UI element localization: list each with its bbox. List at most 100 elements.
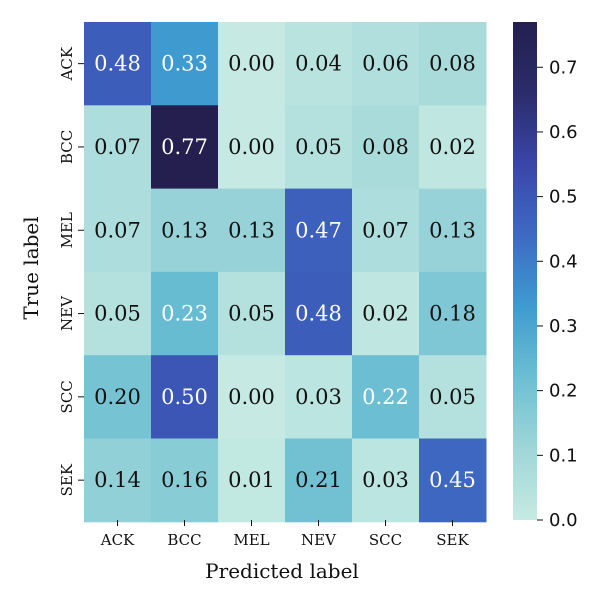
heatmap-cell — [151, 22, 219, 106]
colorbar-tick-label: 0.6 — [549, 122, 578, 143]
heatmap-cell — [84, 22, 152, 106]
cell-value-label: 0.13 — [161, 218, 208, 242]
cell-value-label: 0.06 — [362, 52, 409, 76]
heatmap-cell — [84, 188, 152, 273]
x-tick-label: BCC — [167, 531, 201, 549]
y-tick-label: SCC — [58, 380, 76, 413]
cell-value-label: 0.13 — [429, 218, 476, 242]
cell-value-label: 0.18 — [429, 302, 476, 326]
heatmap-cell — [419, 438, 487, 523]
heatmap-cell-labels: 0.48 0.33 0.00 0.04 0.06 0.08 0.07 0.77 0.00 0.05… — [94, 52, 476, 492]
heatmap-cell — [285, 355, 353, 439]
cell-value-label: 0.14 — [94, 468, 141, 492]
y-tick-label: MEL — [58, 212, 76, 248]
heatmap-cell — [218, 105, 286, 190]
heatmap-cell — [352, 355, 420, 439]
heatmap-cell — [419, 22, 487, 106]
heatmap-cell — [285, 105, 353, 190]
y-axis-title: True label — [19, 216, 43, 319]
heatmap-cell — [419, 355, 487, 439]
colorbar-tick-label: 0.1 — [549, 445, 578, 466]
cell-value-label: 0.05 — [429, 385, 476, 409]
cell-value-label: 0.20 — [94, 385, 141, 409]
heatmap-cell — [419, 105, 487, 190]
x-tick-label: MEL — [233, 531, 269, 549]
heatmap-cell — [84, 438, 152, 523]
cell-value-label: 0.07 — [94, 135, 141, 159]
colorbar-tick-label: 0.4 — [549, 251, 578, 272]
cell-value-label: 0.13 — [228, 218, 275, 242]
cell-value-label: 0.03 — [295, 385, 342, 409]
heatmap-cell — [285, 438, 353, 523]
heatmap-cells — [84, 22, 487, 523]
colorbar-tick-label: 0.2 — [549, 381, 578, 402]
colorbar — [513, 22, 537, 520]
cell-value-label: 0.07 — [362, 218, 409, 242]
colorbar-tick-label: 0.7 — [549, 57, 578, 78]
colorbar-tick-label: 0.5 — [549, 187, 578, 208]
colorbar-ticks: 0.0 0.1 0.2 0.3 0.4 0.5 0.6 0.7 — [537, 57, 578, 531]
cell-value-label: 0.03 — [362, 468, 409, 492]
heatmap-cell — [218, 438, 286, 523]
heatmap-cell — [84, 355, 152, 439]
cell-value-label: 0.01 — [228, 468, 275, 492]
y-tick-label: SEK — [58, 463, 76, 496]
cell-value-label: 0.00 — [228, 135, 275, 159]
heatmap-cell — [218, 355, 286, 439]
cell-value-label: 0.08 — [362, 135, 409, 159]
cell-value-label: 0.08 — [429, 52, 476, 76]
x-tick-label: NEV — [301, 531, 337, 549]
heatmap-cell — [84, 105, 152, 190]
cell-value-label: 0.50 — [161, 385, 208, 409]
heatmap-cell — [285, 188, 353, 273]
colorbar-tick-label: 0.0 — [549, 510, 578, 531]
cell-value-label: 0.02 — [362, 302, 409, 326]
heatmap-cell — [419, 188, 487, 273]
heatmap-cell — [218, 271, 286, 356]
y-tick-label: ACK — [58, 46, 76, 81]
cell-value-label: 0.07 — [94, 218, 141, 242]
cell-value-label: 0.22 — [362, 385, 409, 409]
y-tick-label: BCC — [58, 130, 76, 164]
heatmap-cell — [151, 105, 219, 190]
heatmap-cell — [285, 271, 353, 356]
heatmap-cell — [352, 105, 420, 190]
cell-value-label: 0.48 — [295, 302, 342, 326]
cell-value-label: 0.05 — [94, 302, 141, 326]
y-axis-ticks: ACK BCC MEL NEV SCC SEK — [58, 46, 84, 496]
heatmap-cell — [352, 188, 420, 273]
x-axis-title: Predicted label — [205, 559, 359, 583]
x-tick-label: SCC — [369, 531, 402, 549]
cell-value-label: 0.02 — [429, 135, 476, 159]
cell-value-label: 0.05 — [295, 135, 342, 159]
cell-value-label: 0.23 — [161, 302, 208, 326]
heatmap-cell — [352, 22, 420, 106]
colorbar-tick-label: 0.3 — [549, 316, 578, 337]
cell-value-label: 0.47 — [295, 218, 342, 242]
cell-value-label: 0.45 — [429, 468, 476, 492]
y-tick-label: NEV — [58, 295, 76, 331]
heatmap-cell — [419, 271, 487, 356]
cell-value-label: 0.05 — [228, 302, 275, 326]
heatmap-cell — [84, 271, 152, 356]
heatmap-cell — [285, 22, 353, 106]
cell-value-label: 0.16 — [161, 468, 208, 492]
heatmap-cell — [352, 271, 420, 356]
heatmap-cell — [218, 22, 286, 106]
heatmap-cell — [352, 438, 420, 523]
heatmap-cell — [151, 438, 219, 523]
heatmap-cell — [151, 188, 219, 273]
cell-value-label: 0.21 — [295, 468, 342, 492]
x-axis-ticks: ACK BCC MEL NEV SCC SEK — [100, 520, 470, 549]
heatmap-cell — [151, 271, 219, 356]
cell-value-label: 0.77 — [161, 135, 208, 159]
cell-value-label: 0.00 — [228, 52, 275, 76]
cell-value-label: 0.33 — [161, 52, 208, 76]
heatmap-cell — [151, 355, 219, 439]
cell-value-label: 0.04 — [295, 52, 342, 76]
x-tick-label: SEK — [436, 531, 469, 549]
heatmap-cell — [218, 188, 286, 273]
cell-value-label: 0.00 — [228, 385, 275, 409]
x-tick-label: ACK — [100, 531, 135, 549]
